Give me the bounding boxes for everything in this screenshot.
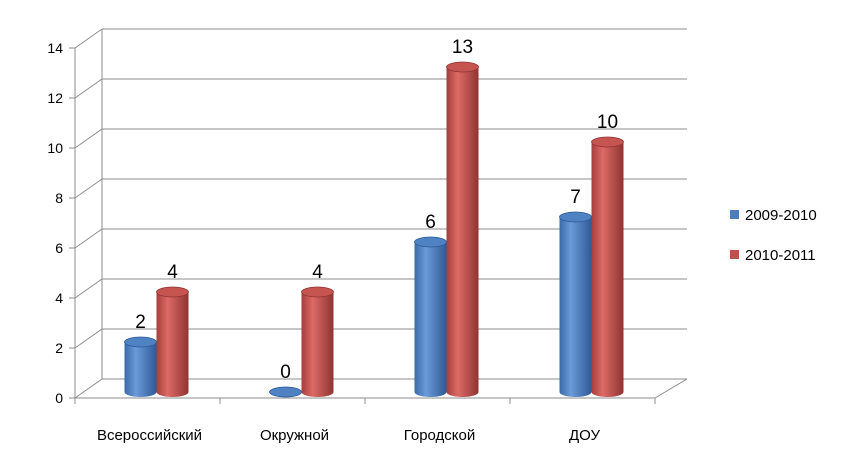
bar-2010-2011-2 bbox=[301, 286, 334, 397]
bar-body bbox=[124, 342, 157, 397]
gridline-side-8 bbox=[74, 178, 103, 199]
legend: 2009-2010 2010-2011 bbox=[730, 207, 817, 264]
data-label-2010-2011-2: 4 bbox=[312, 262, 323, 283]
bar-cap bbox=[156, 286, 189, 298]
bar-cap bbox=[414, 236, 447, 248]
bar-body bbox=[446, 67, 479, 397]
bar-2009-2010-3 bbox=[414, 236, 447, 397]
bar-2010-2011-1 bbox=[156, 286, 189, 397]
gridline-side-2 bbox=[74, 328, 103, 349]
gridline-side-6 bbox=[74, 228, 103, 249]
bar-cap bbox=[446, 61, 479, 73]
bar-2010-2011-4 bbox=[591, 136, 624, 397]
bar-body bbox=[156, 292, 189, 397]
gridline-side-10 bbox=[74, 128, 103, 149]
bars bbox=[124, 61, 624, 398]
legend-label-2009-2010: 2009-2010 bbox=[745, 207, 817, 224]
gridline-side-12 bbox=[74, 78, 103, 99]
ytick-label-12: 12 bbox=[47, 90, 63, 106]
data-label-2010-2011-4: 10 bbox=[597, 112, 618, 133]
data-label-2009-2010-2: 0 bbox=[280, 362, 291, 383]
bar-2009-2010-1 bbox=[124, 336, 157, 397]
gridline-side-14 bbox=[74, 28, 103, 49]
data-label-2010-2011-1: 4 bbox=[167, 262, 178, 283]
bar-cap bbox=[269, 386, 302, 398]
data-label-2009-2010-4: 7 bbox=[570, 187, 581, 208]
category-label-3: Городской bbox=[404, 427, 476, 444]
legend-swatch-2010-2011 bbox=[730, 250, 739, 259]
axes: 0 2 4 6 8 10 12 14 Всероссийский Окружной Городско… bbox=[47, 29, 688, 444]
ytick-label-10: 10 bbox=[47, 140, 63, 156]
ytick-label-0: 0 bbox=[55, 390, 63, 406]
floor-right-edge bbox=[654, 378, 688, 399]
bar-cap bbox=[124, 336, 157, 348]
bar-body bbox=[559, 217, 592, 397]
gridlines bbox=[74, 28, 687, 399]
ytick-label-14: 14 bbox=[47, 40, 63, 56]
gridline-side-4 bbox=[74, 278, 103, 299]
data-label-2009-2010-1: 2 bbox=[135, 312, 146, 333]
bar-cap bbox=[559, 211, 592, 223]
bar-cap bbox=[301, 286, 334, 298]
ytick-label-4: 4 bbox=[55, 290, 63, 306]
legend-label-2010-2011: 2010-2011 bbox=[745, 247, 816, 264]
category-label-1: Всероссийский bbox=[97, 427, 202, 444]
category-label-2: Окружной bbox=[260, 427, 329, 444]
bar-body bbox=[414, 242, 447, 397]
category-label-4: ДОУ bbox=[569, 427, 600, 444]
ytick-label-6: 6 bbox=[55, 240, 63, 256]
bar-body bbox=[591, 142, 624, 397]
data-labels: 2 4 0 4 6 13 7 10 bbox=[135, 37, 618, 383]
data-label-2010-2011-3: 13 bbox=[452, 37, 473, 58]
ytick-label-8: 8 bbox=[55, 190, 63, 206]
bar-2009-2010-2 bbox=[269, 386, 302, 398]
legend-swatch-2009-2010 bbox=[730, 210, 739, 219]
gridline-side-0 bbox=[74, 378, 103, 399]
bar-2009-2010-4 bbox=[559, 211, 592, 397]
bar-body bbox=[301, 292, 334, 397]
bar-2010-2011-3 bbox=[446, 61, 479, 397]
bar-cap bbox=[591, 136, 624, 148]
data-label-2009-2010-3: 6 bbox=[425, 212, 436, 233]
ytick-label-2: 2 bbox=[55, 340, 63, 356]
